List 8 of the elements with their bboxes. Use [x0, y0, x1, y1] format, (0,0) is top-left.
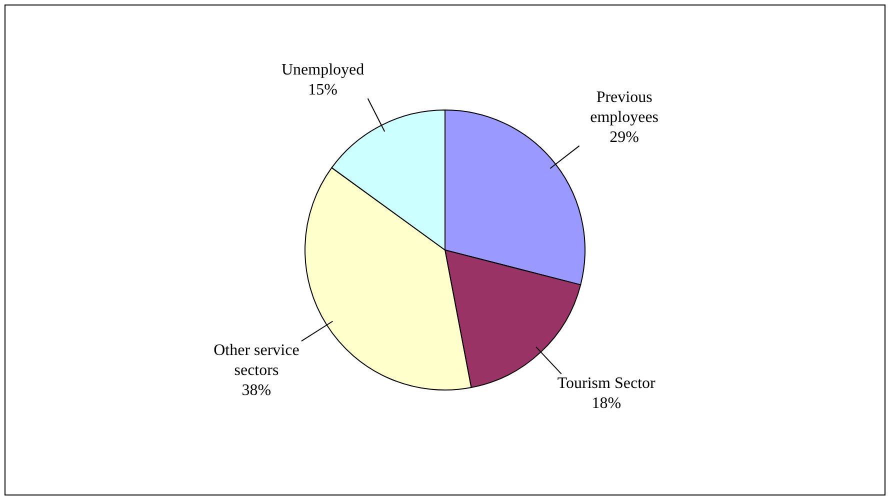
data-label: 18%	[592, 394, 622, 412]
data-label: 15%	[308, 82, 338, 99]
slice-label: Previous employees	[590, 88, 659, 126]
slice-label: Unemployed	[281, 62, 364, 79]
slice-label: Tourism Sector	[557, 374, 656, 392]
data-label: 29%	[610, 128, 639, 146]
slice-label: Other service sectors	[214, 342, 300, 380]
data-label: 38%	[242, 382, 272, 400]
